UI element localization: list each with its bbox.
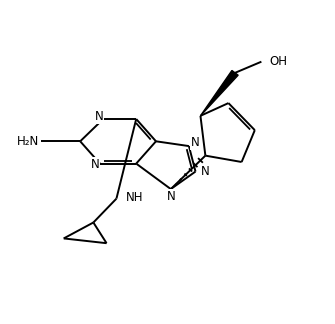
Text: OH: OH [270, 54, 288, 67]
Text: N: N [95, 110, 104, 123]
Polygon shape [200, 71, 238, 116]
Text: N: N [166, 190, 175, 202]
Text: H₂N: H₂N [17, 135, 39, 148]
Text: N: N [191, 136, 199, 149]
Text: N: N [201, 165, 210, 178]
Text: NH: NH [126, 191, 143, 204]
Text: N: N [91, 158, 99, 171]
